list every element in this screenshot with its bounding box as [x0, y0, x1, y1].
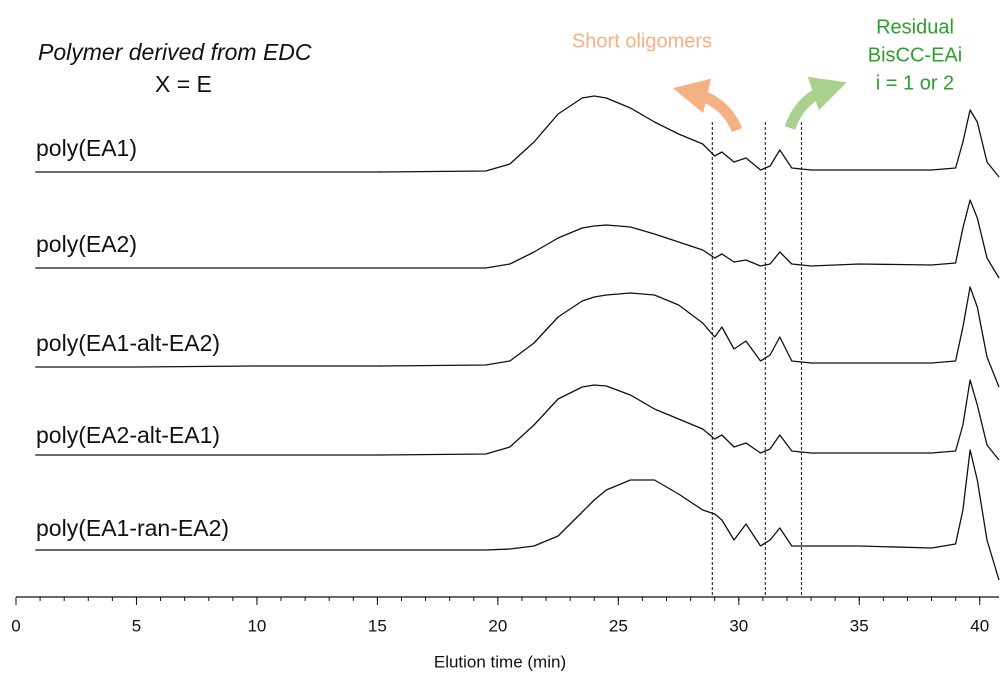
series-label: poly(EA1-ran-EA2)	[36, 515, 229, 541]
x-tick-label: 15	[368, 616, 387, 635]
x-tick-label: 35	[850, 616, 869, 635]
x-axis-label: Elution time (min)	[434, 652, 566, 671]
residual-label: i = 1 or 2	[876, 72, 954, 94]
trace	[35, 449, 1000, 581]
trace	[35, 95, 1000, 178]
arrow	[784, 76, 847, 130]
x-tick-label: 20	[488, 616, 507, 635]
x-tick-label: 5	[132, 616, 141, 635]
residual-label: Residual	[876, 16, 954, 38]
x-tick-label: 30	[729, 616, 748, 635]
series-label: poly(EA1-alt-EA2)	[36, 330, 220, 356]
subtitle: Polymer derived from EDC	[38, 39, 312, 65]
trace	[35, 199, 1000, 279]
series-label: poly(EA2-alt-EA1)	[36, 422, 220, 448]
x-tick-label: 0	[11, 616, 20, 635]
series-label: poly(EA1)	[36, 135, 137, 161]
series-label: poly(EA2)	[36, 231, 137, 257]
arrow	[672, 78, 743, 133]
short-oligomers-label: Short oligomers	[572, 30, 712, 52]
trace	[35, 286, 1000, 388]
x-tick-label: 40	[970, 616, 989, 635]
x-tick-label: 10	[247, 616, 266, 635]
note: X = E	[155, 71, 212, 97]
x-tick-label: 25	[609, 616, 628, 635]
residual-label: BisCC-EAi	[868, 44, 962, 66]
trace	[35, 379, 1000, 461]
